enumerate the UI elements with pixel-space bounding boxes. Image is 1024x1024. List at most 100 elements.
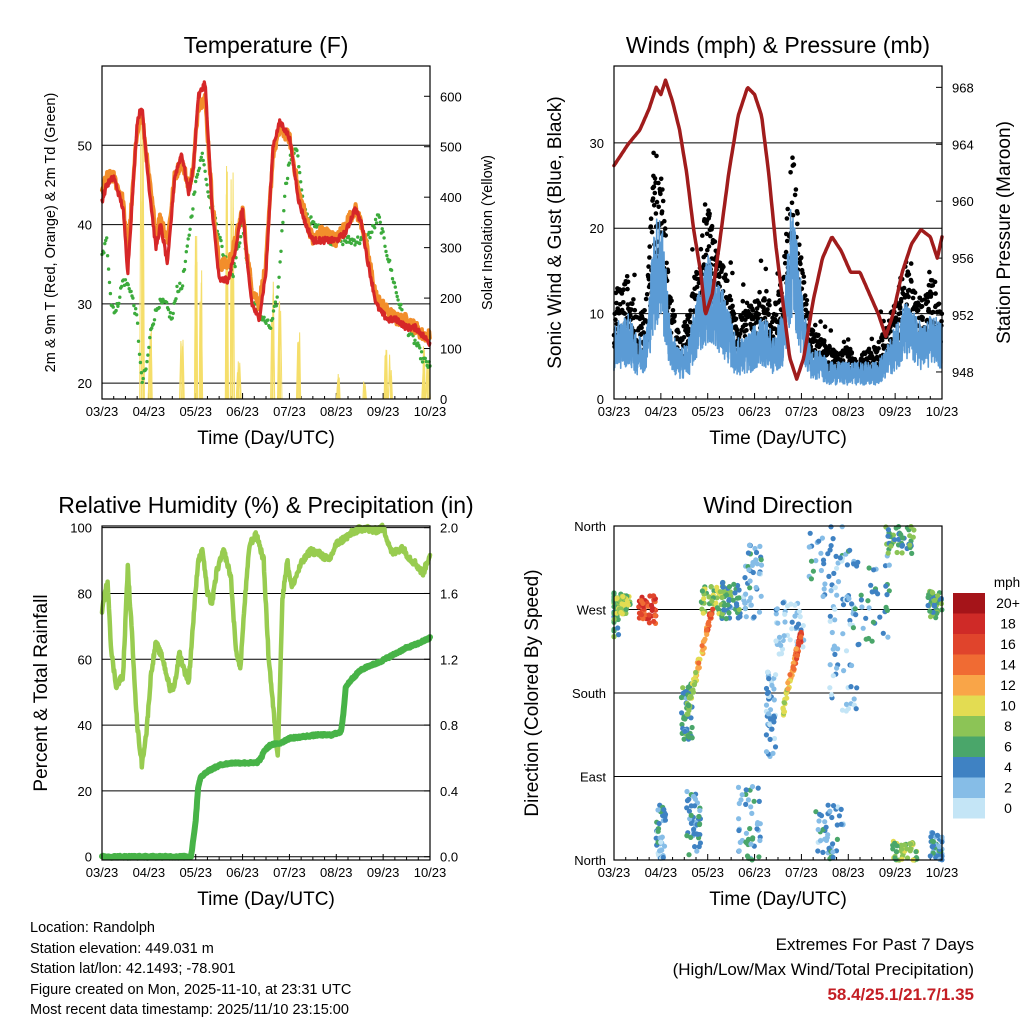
gust-dot: [789, 200, 795, 206]
dewpoint-dot: [297, 165, 301, 169]
direction-dot: [756, 854, 762, 860]
colorbar-level-label: 8: [1004, 718, 1012, 734]
direction-dot: [736, 848, 742, 854]
gust-dot: [642, 308, 647, 313]
dewpoint-dot: [382, 236, 386, 240]
direction-dot: [808, 558, 815, 564]
gust-dot: [706, 244, 712, 249]
direction-dot: [743, 591, 749, 597]
dewpoint-dot: [183, 259, 188, 264]
colorbar-swatch: [953, 675, 985, 696]
dewpoint-dot: [136, 339, 141, 343]
direction-dot: [697, 840, 704, 846]
direction-dot: [925, 594, 931, 601]
x-tick-label: 09/23: [879, 865, 912, 880]
gust-dot: [770, 334, 776, 340]
direction-dot: [869, 589, 875, 595]
direction-dot: [719, 594, 725, 601]
direction-dot: [696, 821, 703, 828]
direction-dot: [657, 848, 663, 854]
gust-dot: [671, 319, 677, 324]
direction-dot: [691, 826, 697, 832]
gust-dot: [730, 270, 735, 276]
direction-dot: [866, 635, 872, 642]
direction-dot: [821, 586, 827, 592]
dewpoint-dot: [205, 183, 209, 187]
x-tick-label: 07/23: [785, 404, 818, 419]
direction-dot: [836, 813, 843, 819]
direction-dot: [753, 584, 759, 591]
direction-dot: [692, 844, 698, 850]
direction-dot: [866, 605, 872, 611]
direction-dot: [828, 692, 835, 698]
dewpoint-dot: [418, 346, 422, 350]
direction-dot: [704, 627, 710, 633]
dewpoint-dot: [285, 176, 290, 181]
colorbar-swatch: [953, 593, 985, 614]
direction-dot: [782, 611, 788, 617]
gust-dot: [629, 307, 634, 312]
dewpoint-dot: [400, 308, 404, 312]
gust-dot: [919, 304, 925, 309]
x-tick-label: 06/23: [738, 865, 771, 880]
direction-dot: [834, 592, 840, 598]
gust-dot: [925, 299, 931, 304]
gust-dot: [664, 260, 669, 266]
gust-dot: [764, 288, 769, 294]
gust-dot: [632, 307, 638, 313]
colorbar-level-label: 16: [1000, 636, 1016, 652]
gust-dot: [665, 269, 671, 275]
dewpoint-dot: [419, 350, 424, 354]
y-tick-label: 20: [78, 784, 92, 799]
direction-dot: [694, 848, 700, 854]
dewpoint-dot: [349, 241, 353, 246]
dewpoint-dot: [135, 321, 140, 325]
x-tick-label: 07/23: [785, 865, 818, 880]
direction-dot: [929, 589, 935, 595]
colorbar-swatch: [953, 757, 985, 778]
direction-dot: [685, 703, 692, 709]
dewpoint-dot: [385, 253, 389, 258]
gust-dot: [717, 274, 722, 280]
x-tick-label: 08/23: [320, 865, 353, 880]
dewpoint-dot: [105, 236, 109, 240]
dewpoint-dot: [220, 244, 224, 249]
dewpoint-dot: [139, 371, 144, 375]
gust-dot: [766, 298, 772, 303]
colorbar-level-label: 2: [1004, 780, 1012, 796]
gust-dot: [651, 184, 657, 189]
x-tick-label: 05/23: [179, 865, 212, 880]
gust-dot: [652, 190, 658, 196]
dewpoint-dot: [368, 235, 372, 240]
sonic-wind-line: [613, 208, 943, 386]
direction-dot: [808, 576, 815, 582]
temperature-2m-line: [100, 80, 432, 347]
direction-dot: [766, 676, 772, 682]
direction-dot: [658, 839, 664, 845]
solar-spike: [195, 261, 199, 400]
gust-dot: [748, 313, 754, 318]
dewpoint-dot: [132, 303, 136, 308]
dewpoint-dot: [277, 275, 281, 279]
x-tick-label: 06/23: [226, 404, 259, 419]
dewpoint-dot: [185, 244, 189, 248]
gust-dot: [731, 311, 737, 317]
direction-dot: [770, 750, 776, 757]
dewpoint-dot: [394, 291, 398, 295]
solar-spike: [231, 220, 235, 400]
y-tick-label: 0: [597, 392, 604, 407]
direction-dot: [680, 685, 686, 691]
direction-dot: [679, 710, 685, 716]
direction-dot: [749, 810, 755, 817]
dewpoint-dot: [195, 175, 199, 179]
direction-dot: [695, 831, 701, 837]
direction-dot: [893, 849, 900, 855]
direction-dot: [747, 578, 753, 584]
gust-dot: [646, 264, 651, 269]
colorbar-level-label: 20+: [996, 595, 1020, 611]
gust-dot: [802, 293, 808, 298]
dewpoint-dot: [134, 307, 138, 311]
direction-dot: [825, 551, 831, 557]
direction-dot: [837, 555, 843, 561]
